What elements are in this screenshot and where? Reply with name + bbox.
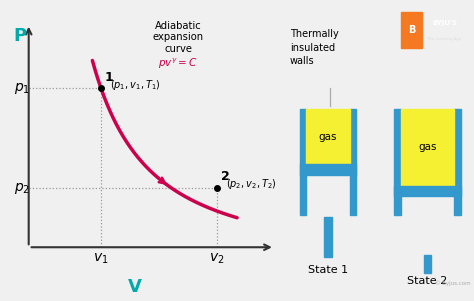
Bar: [454, 109, 461, 215]
Text: © Byjus.com: © Byjus.com: [435, 280, 470, 286]
Text: V: V: [128, 278, 142, 296]
Text: The Learning App: The Learning App: [428, 36, 462, 41]
Text: $v_2$: $v_2$: [209, 252, 225, 266]
Text: State 1: State 1: [308, 265, 348, 275]
Text: $p_2$: $p_2$: [14, 181, 30, 196]
Text: 2: 2: [221, 170, 229, 183]
Text: gas: gas: [418, 142, 437, 152]
Bar: [424, 255, 431, 273]
Text: gas: gas: [319, 132, 337, 142]
Text: Thermally
insulated
walls: Thermally insulated walls: [290, 29, 339, 66]
Text: $v_1$: $v_1$: [93, 252, 109, 266]
Text: Β: Β: [408, 25, 415, 35]
Bar: [401, 109, 454, 186]
Bar: [401, 12, 422, 48]
Text: State 2: State 2: [408, 276, 447, 286]
Text: Adiabatic
expansion
curve: Adiabatic expansion curve: [153, 21, 204, 54]
Text: $(p_2,v_2,T_2)$: $(p_2,v_2,T_2)$: [226, 177, 276, 191]
Bar: [300, 164, 356, 175]
Bar: [324, 217, 332, 257]
Text: $p_1$: $p_1$: [14, 81, 30, 96]
Text: BYJU'S: BYJU'S: [432, 20, 457, 26]
Bar: [306, 109, 350, 164]
Text: P: P: [13, 26, 27, 45]
Text: $(p_1,v_1,T_1)$: $(p_1,v_1,T_1)$: [110, 79, 160, 92]
Bar: [394, 109, 401, 215]
Text: 1: 1: [105, 71, 114, 84]
Bar: [394, 186, 461, 196]
Text: $pv^\gamma = C$: $pv^\gamma = C$: [158, 56, 198, 70]
Bar: [300, 109, 306, 215]
Bar: [350, 109, 356, 215]
